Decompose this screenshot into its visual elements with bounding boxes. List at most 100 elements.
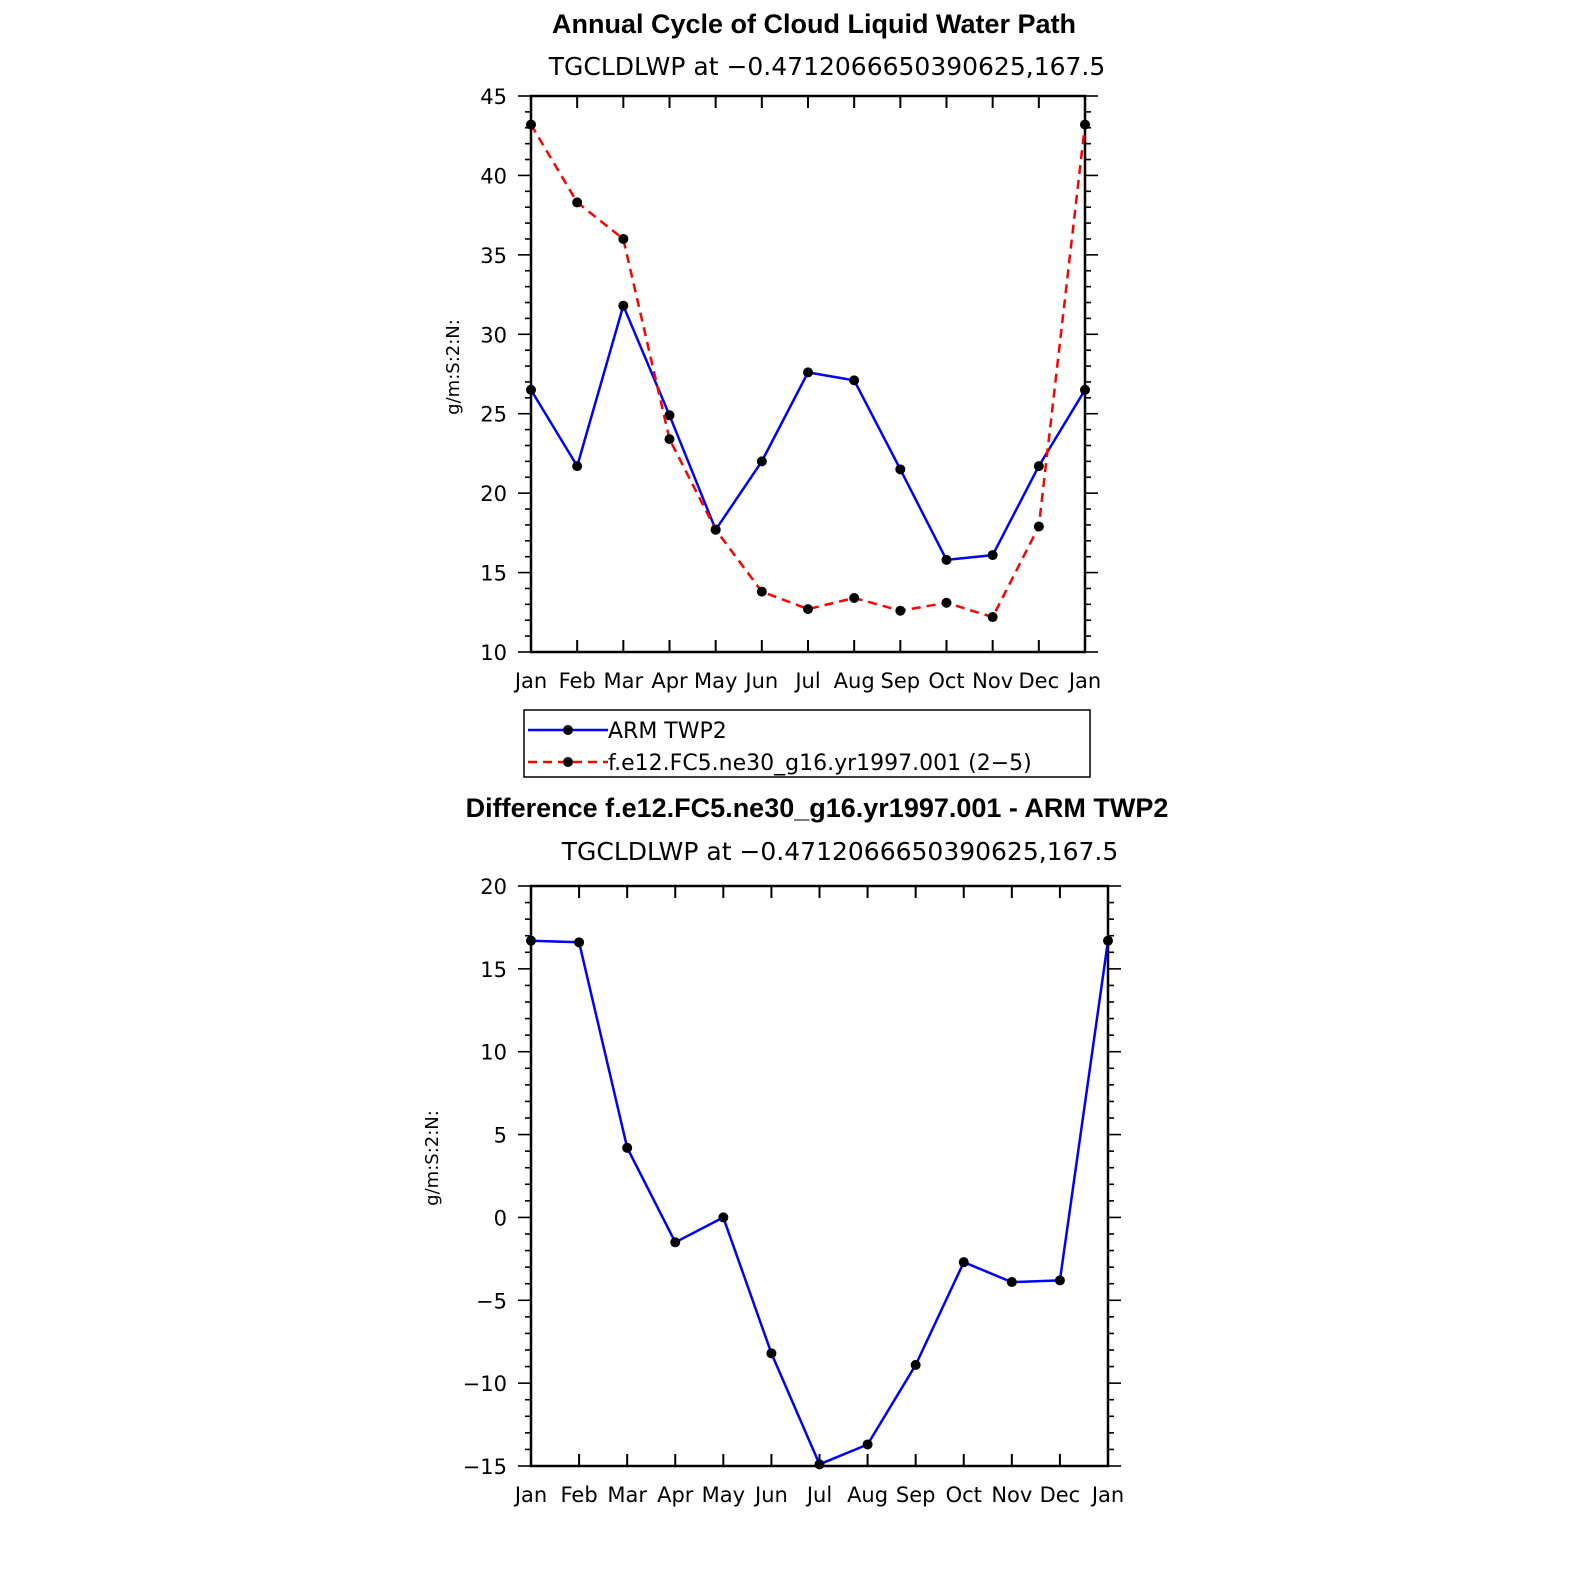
bottom-x-tick-label: Jul [805,1483,832,1507]
top-series-0-point [526,384,536,395]
bottom-y-tick-label: −5 [476,1289,507,1313]
top-series-1-point [618,233,629,244]
top-x-tick-label: Apr [651,669,688,693]
top-x-tick-label: Feb [559,669,596,693]
bottom-series-0-point [1054,1275,1065,1286]
bottom-x-tick-label: Dec [1040,1483,1081,1507]
top-series-0-point [664,410,675,421]
top-series-1-point [941,597,952,608]
bottom-y-tick-label: 5 [494,1124,507,1148]
top-series-1-point [895,605,906,616]
top-x-tick-label: Sep [881,669,921,693]
top-y-tick-label: 35 [480,244,507,268]
top-y-axis-label: g/m:S:2:N: [443,319,464,415]
bottom-x-tick-label: Jun [753,1483,788,1507]
bottom-y-tick-label: 15 [480,958,507,982]
top-chart-subtitle: TGCLDLWP at −0.4712066650390625,167.5 [548,52,1106,81]
top-series-0-point [1033,461,1044,472]
bottom-y-tick-label: −15 [463,1455,507,1479]
bottom-series-0-point [814,1459,825,1470]
legend-label-arm: ARM TWP2 [608,719,727,744]
bottom-x-tick-label: Mar [607,1483,647,1507]
bottom-x-tick-label: Feb [560,1483,597,1507]
bottom-series-0-point [670,1237,681,1248]
bottom-y-tick-label: 0 [494,1206,507,1230]
legend: ARM TWP2 f.e12.FC5.ne30_g16.yr1997.001 (… [523,709,1091,778]
top-series-0-point [756,456,767,467]
bottom-x-tick-label: May [702,1483,745,1507]
top-x-tick-label: Jan [513,669,547,693]
bottom-series-0-point [766,1348,777,1359]
bottom-x-tick-label: Nov [991,1483,1032,1507]
bottom-plot-frame [529,884,1110,1468]
bottom-x-tick-label: Aug [847,1483,888,1507]
bottom-y-tick-label: 20 [480,875,507,899]
top-series-0-point [941,554,952,565]
top-x-tick-label: Jan [1067,669,1101,693]
bottom-series-0-point [958,1257,969,1268]
top-y-tick-label: 40 [480,164,507,188]
legend-entry-arm: ARM TWP2 [528,719,727,744]
top-x-tick-label: May [694,669,737,693]
top-x-tick-label: Dec [1019,669,1060,693]
top-series-1-point [710,524,721,535]
bottom-series-0-point [1006,1277,1017,1288]
top-y-tick-label: 20 [480,482,507,506]
bottom-y-tick-label: 10 [480,1041,507,1065]
bottom-x-tick-label: Apr [657,1483,694,1507]
top-series-1-point [987,612,998,623]
top-series-0-point [618,300,629,311]
top-x-tick-label: Aug [834,669,875,693]
top-series-0-point [895,464,906,475]
bottom-y-axis-label: g/m:S:2:N: [422,1110,443,1206]
bottom-y-tick-label: −10 [463,1372,507,1396]
bottom-series-0-point [622,1142,633,1153]
top-series-0-point [803,367,813,378]
legend-label-model: f.e12.FC5.ne30_g16.yr1997.001 (2−5) [608,751,1032,776]
top-series-0-line [529,304,1087,562]
bottom-series-0-point [862,1439,873,1450]
top-series-1-point [756,586,767,597]
bottom-chart-title: Difference f.e12.FC5.ne30_g16.yr1997.001… [466,793,1169,823]
top-series-1-point [849,592,860,603]
top-y-tick-label: 45 [480,85,507,109]
legend-marker-arm [563,725,573,735]
bottom-series-0-point [718,1212,729,1223]
bottom-series-0-point [1103,935,1113,946]
legend-entry-model: f.e12.FC5.ne30_g16.yr1997.001 (2−5) [528,751,1032,776]
top-series-1-point [803,604,813,615]
top-y-tick-label: 10 [480,641,507,665]
top-y-tick-label: 25 [480,403,507,427]
bottom-x-tick-label: Jan [513,1483,547,1507]
top-series-0-point [572,461,583,472]
top-series-1-point [1080,119,1090,130]
top-x-tick-label: Nov [972,669,1013,693]
top-x-tick-label: Jun [743,669,778,693]
top-series-0-point [987,550,998,561]
bottom-series-0-point [574,937,585,948]
top-series-1-point [1033,521,1044,532]
top-series-0-point [849,375,860,386]
bottom-x-tick-label: Sep [896,1483,936,1507]
bottom-x-tick-label: Oct [946,1483,982,1507]
top-x-tick-label: Mar [604,669,644,693]
bottom-series-0-line [530,939,1110,1466]
bottom-chart-subtitle: TGCLDLWP at −0.4712066650390625,167.5 [561,837,1119,866]
bottom-x-tick-label: Jan [1090,1483,1124,1507]
bottom-plot: Jan Feb Mar Apr May Jun Jul Aug Sep Oct Nov Dec Jan−… [463,875,1125,1507]
top-series-1-point [526,119,536,130]
legend-box [523,709,1091,778]
top-plot: Jan Feb Mar Apr May Jun Jul Aug Sep Oct Nov Dec Jan1… [480,85,1101,693]
top-y-tick-label: 30 [480,323,507,347]
top-y-tick-label: 15 [480,562,507,586]
legend-marker-model [563,757,573,767]
top-chart-title: Annual Cycle of Cloud Liquid Water Path [552,9,1076,39]
top-x-tick-label: Jul [793,669,820,693]
top-series-1-point [664,434,675,445]
bottom-series-0-point [910,1359,921,1370]
top-series-1-point [572,197,583,208]
top-series-0-point [1080,384,1090,395]
bottom-series-0-point [526,935,536,946]
top-x-tick-label: Oct [928,669,964,693]
